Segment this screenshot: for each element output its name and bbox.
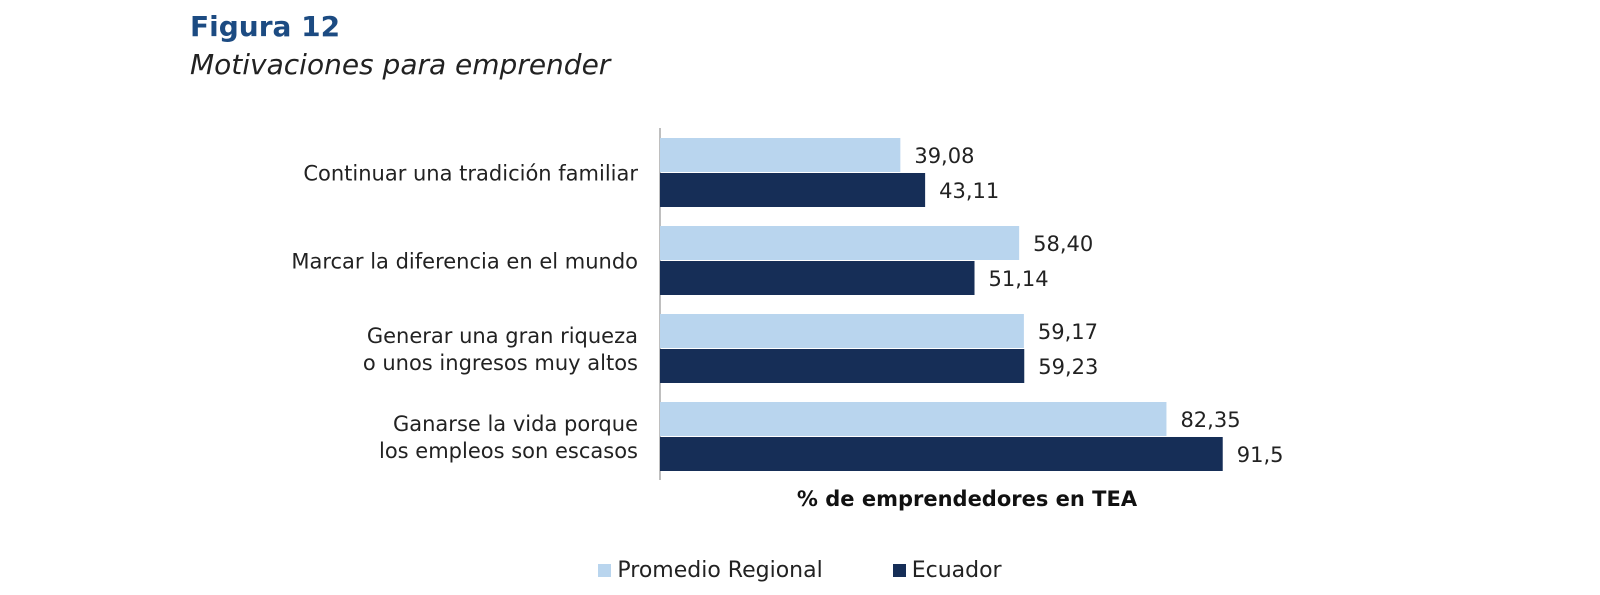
x-axis-title: % de emprendedores en TEA — [797, 487, 1138, 511]
legend-item-promedio-regional: Promedio Regional — [598, 558, 823, 583]
data-label: 91,5 — [1237, 443, 1284, 467]
category-label: Marcar la diferencia en el mundo — [291, 250, 638, 274]
data-label: 82,35 — [1180, 408, 1240, 432]
bar-promedio-regional — [660, 314, 1024, 348]
bar-ecuador — [660, 261, 975, 295]
bar-promedio-regional — [660, 138, 901, 172]
category-label: Continuar una tradición familiar — [303, 162, 638, 186]
data-label: 59,23 — [1038, 355, 1098, 379]
figure-subtitle: Motivaciones para emprender — [190, 48, 611, 81]
bar-ecuador — [660, 437, 1223, 471]
data-label: 59,17 — [1038, 320, 1098, 344]
category-label: Generar una gran riqueza — [367, 324, 638, 348]
data-label: 39,08 — [914, 144, 974, 168]
data-label: 58,40 — [1033, 232, 1093, 256]
bar-promedio-regional — [660, 402, 1167, 436]
legend-item-ecuador: Ecuador — [892, 558, 1002, 583]
data-label: 51,14 — [989, 267, 1049, 291]
bar-ecuador — [660, 173, 926, 207]
bar-promedio-regional — [660, 226, 1020, 260]
figure-title: Figura 12 — [190, 10, 341, 43]
legend-label-ecuador: Ecuador — [911, 558, 1002, 583]
chart-legend: Promedio Regional Ecuador — [0, 558, 1600, 583]
legend-swatch-ecuador — [892, 564, 906, 577]
category-label: los empleos son escasos — [379, 439, 638, 463]
bar-ecuador — [660, 349, 1025, 383]
legend-label-promedio-regional: Promedio Regional — [617, 558, 823, 583]
data-label: 43,11 — [939, 179, 999, 203]
legend-swatch-promedio-regional — [598, 564, 612, 577]
category-label: o unos ingresos muy altos — [363, 351, 638, 375]
category-label: Ganarse la vida porque — [393, 412, 638, 436]
